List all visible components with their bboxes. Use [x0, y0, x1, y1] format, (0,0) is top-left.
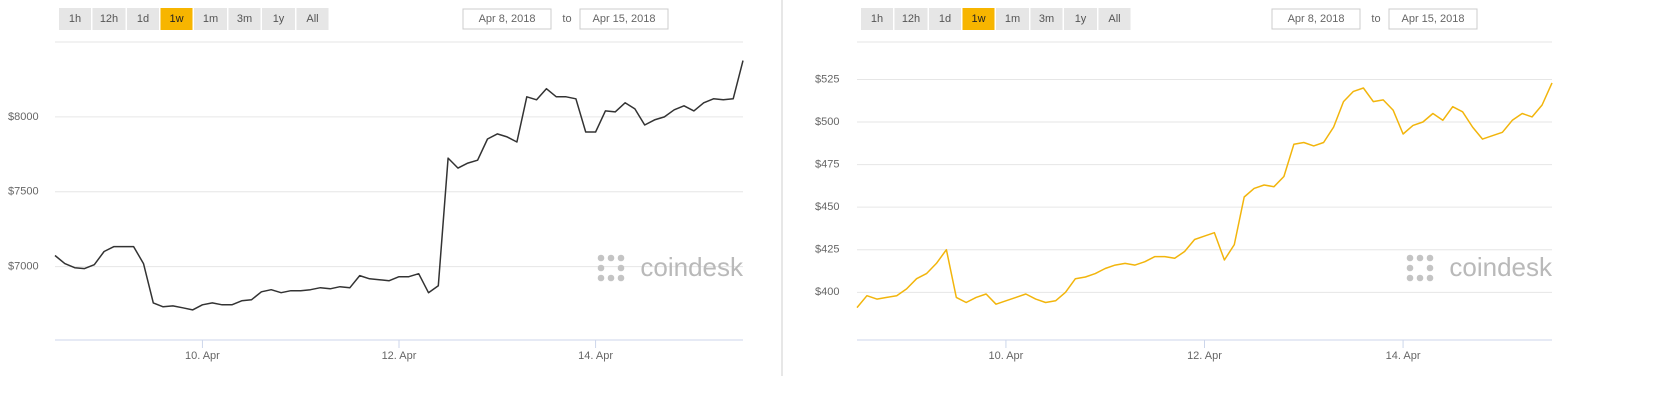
price-line [856, 82, 1553, 309]
date-from-box[interactable] [462, 8, 552, 30]
range-button-bg[interactable] [228, 8, 261, 30]
range-button[interactable]: 1m [996, 8, 1029, 30]
y-tick-label: $525 [815, 73, 839, 85]
watermark-icon-dot [1406, 264, 1414, 272]
watermark-icon-dot [1406, 254, 1414, 262]
watermark-icon-dot [607, 254, 615, 262]
y-tick-label: $7000 [8, 261, 39, 273]
date-to-box[interactable] [1388, 8, 1478, 30]
range-button-label[interactable]: All [1108, 13, 1120, 25]
y-tick-label: $475 [815, 159, 839, 171]
watermark-icon-dot [597, 264, 605, 272]
range-button-label[interactable]: All [306, 13, 318, 25]
range-button-bg[interactable] [962, 8, 995, 30]
x-tick-label: 10. Apr [988, 350, 1023, 362]
range-button[interactable]: 1h [861, 8, 893, 30]
x-tick-label: 14. Apr [578, 350, 613, 362]
range-button-label[interactable]: 1w [169, 13, 183, 25]
date-to-label: to [1371, 13, 1380, 25]
range-button-label[interactable]: 1d [939, 13, 951, 25]
range-button[interactable]: All [1098, 8, 1131, 30]
x-tick-label: 14. Apr [1386, 350, 1421, 362]
range-button-label[interactable]: 12h [100, 13, 118, 25]
range-button-bg[interactable] [59, 8, 91, 30]
range-button[interactable]: 3m [228, 8, 261, 30]
range-button-bg[interactable] [92, 8, 126, 30]
range-button-label[interactable]: 1h [871, 13, 883, 25]
watermark-icon-dot [1426, 274, 1434, 282]
y-tick-label: $8000 [8, 111, 39, 123]
range-button-label[interactable]: 1d [137, 13, 149, 25]
date-to[interactable]: Apr 15, 2018 [593, 13, 656, 25]
watermark-icon-dot [617, 274, 625, 282]
range-button[interactable]: 3m [1030, 8, 1063, 30]
range-button[interactable]: 1d [127, 8, 159, 30]
range-button[interactable]: 1w [962, 8, 995, 30]
range-button-bg[interactable] [160, 8, 193, 30]
x-tick-label: 10. Apr [185, 350, 220, 362]
range-button-label[interactable]: 1h [69, 13, 81, 25]
range-button[interactable]: 12h [92, 8, 126, 30]
range-button-label[interactable]: 3m [1039, 13, 1054, 25]
range-button[interactable]: 1d [929, 8, 961, 30]
range-button-label[interactable]: 1m [203, 13, 218, 25]
date-from[interactable]: Apr 8, 2018 [1288, 13, 1345, 25]
range-button-bg[interactable] [894, 8, 928, 30]
watermark: coindesk [640, 252, 744, 282]
range-button-bg[interactable] [1064, 8, 1097, 30]
range-button-bg[interactable] [1098, 8, 1131, 30]
watermark-icon-dot [617, 254, 625, 262]
y-tick-label: $450 [815, 201, 839, 213]
date-to-box[interactable] [579, 8, 669, 30]
range-button-label[interactable]: 1y [273, 13, 285, 25]
watermark-icon-dot [1406, 274, 1414, 282]
range-button-bg[interactable] [861, 8, 893, 30]
range-button-bg[interactable] [929, 8, 961, 30]
range-button-label[interactable]: 3m [237, 13, 252, 25]
range-button-label[interactable]: 1w [971, 13, 985, 25]
date-from-box[interactable] [1271, 8, 1361, 30]
y-tick-label: $500 [815, 116, 839, 128]
date-to-label: to [562, 13, 571, 25]
watermark-icon-dot [617, 264, 625, 272]
range-button-label[interactable]: 12h [902, 13, 920, 25]
price-line [54, 60, 744, 311]
x-tick-label: 12. Apr [1187, 350, 1222, 362]
x-tick-label: 12. Apr [382, 350, 417, 362]
range-button-bg[interactable] [1030, 8, 1063, 30]
watermark-icon-dot [1426, 254, 1434, 262]
watermark-icon-dot [1416, 274, 1424, 282]
y-tick-label: $400 [815, 286, 839, 298]
range-button-bg[interactable] [127, 8, 159, 30]
range-button[interactable]: 1y [262, 8, 295, 30]
date-from[interactable]: Apr 8, 2018 [479, 13, 536, 25]
range-button-bg[interactable] [296, 8, 329, 30]
range-button[interactable]: All [296, 8, 329, 30]
watermark: coindesk [1449, 252, 1553, 282]
range-button-bg[interactable] [262, 8, 295, 30]
y-tick-label: $425 [815, 244, 839, 256]
y-tick-label: $7500 [8, 186, 39, 198]
watermark-icon-dot [1426, 264, 1434, 272]
watermark-icon-dot [607, 274, 615, 282]
range-button-label[interactable]: 1m [1005, 13, 1020, 25]
date-to[interactable]: Apr 15, 2018 [1402, 13, 1465, 25]
watermark-icon-dot [597, 274, 605, 282]
range-button[interactable]: 1m [194, 8, 227, 30]
range-button-label[interactable]: 1y [1075, 13, 1087, 25]
range-button[interactable]: 12h [894, 8, 928, 30]
watermark-icon-dot [1416, 254, 1424, 262]
watermark-icon-dot [597, 254, 605, 262]
range-button[interactable]: 1h [59, 8, 91, 30]
range-button-bg[interactable] [194, 8, 227, 30]
range-button[interactable]: 1w [160, 8, 193, 30]
range-button[interactable]: 1y [1064, 8, 1097, 30]
range-button-bg[interactable] [996, 8, 1029, 30]
